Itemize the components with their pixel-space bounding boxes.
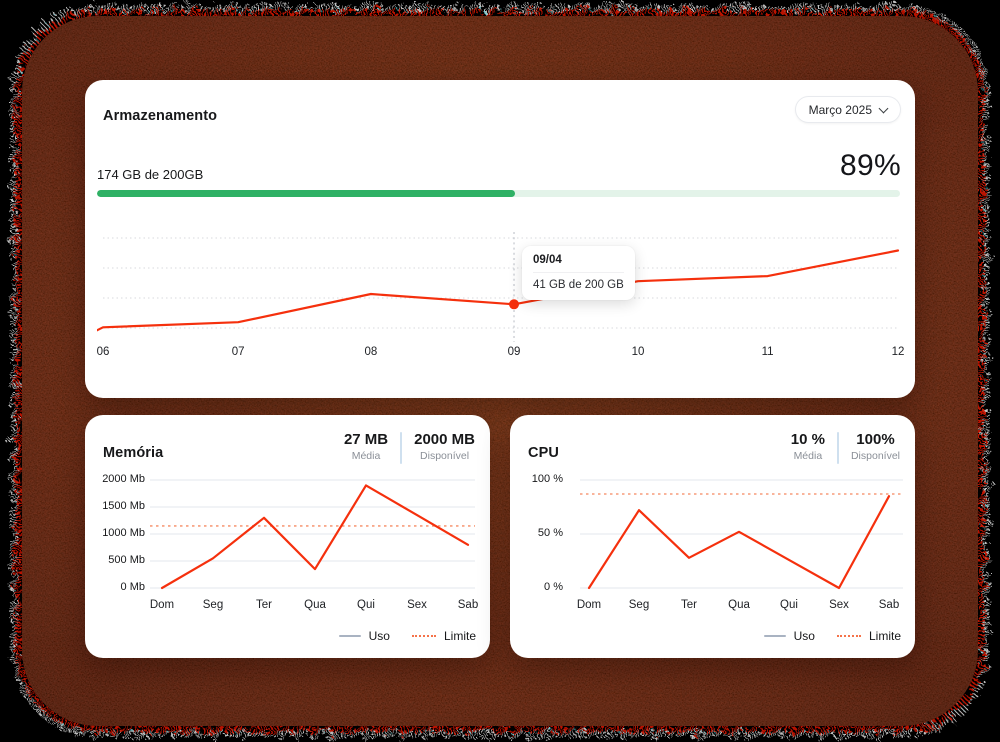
legend-limite-label: Limite xyxy=(868,629,901,643)
memory-card-title: Memória xyxy=(103,445,164,462)
storage-progress-fill xyxy=(97,190,515,197)
cpu-stats: 10 % Média 100% Disponível xyxy=(791,431,900,464)
x-tick-label: Sab xyxy=(878,599,900,611)
period-selector-label: Março 2025 xyxy=(808,102,872,117)
memory-disponivel-label: Disponível xyxy=(420,450,470,462)
x-tick-label: Seg xyxy=(202,599,224,611)
cpu-media-label: Média xyxy=(793,450,823,462)
chart-tooltip: 09/04 41 GB de 200 GB xyxy=(522,246,635,300)
stats-divider xyxy=(836,432,839,464)
x-tick-label: 11 xyxy=(761,346,774,358)
y-tick-label: 100 % xyxy=(531,473,563,485)
x-tick-label: Qua xyxy=(728,599,750,611)
x-tick-label: Qua xyxy=(304,599,326,611)
legend-uso-label: Uso xyxy=(368,629,390,643)
storage-usage-text: 174 GB de 200GB xyxy=(97,167,204,182)
legend-limite: Limite xyxy=(411,629,476,643)
x-tick-label: Ter xyxy=(256,599,272,611)
cpu-media-value: 10 % xyxy=(790,431,825,448)
x-tick-label: 09 xyxy=(507,346,521,358)
y-tick-label: 2000 Mb xyxy=(102,473,145,485)
y-tick-label: 1500 Mb xyxy=(102,500,145,512)
x-tick-label: Seg xyxy=(628,599,650,611)
memory-media-label: Média xyxy=(351,450,381,462)
limite-dotted-line-icon xyxy=(836,635,861,637)
uso-line-icon xyxy=(338,635,361,637)
x-tick-label: Dom xyxy=(576,599,602,611)
y-tick-label: 0 % xyxy=(544,581,563,593)
x-tick-label: 08 xyxy=(364,346,378,358)
cpu-disponivel-label: Disponível xyxy=(850,450,900,462)
y-tick-label: 50 % xyxy=(537,527,563,539)
y-tick-label: 0 Mb xyxy=(120,581,145,593)
memory-line-chart[interactable] xyxy=(85,415,490,658)
y-tick-label: 500 Mb xyxy=(108,554,145,566)
cpu-disponivel-stat: 100% Disponível xyxy=(851,431,900,462)
period-selector-button[interactable]: Março 2025 xyxy=(794,96,901,123)
storage-line-chart xyxy=(97,232,900,342)
memory-card: Memória 27 MB Média 2000 MB Disponível U… xyxy=(85,415,490,658)
y-tick-label: 1000 Mb xyxy=(102,527,145,539)
memory-media-stat: 27 MB Média xyxy=(344,431,388,462)
cpu-legend: Uso Limite xyxy=(763,629,901,643)
tooltip-date: 09/04 xyxy=(533,254,624,273)
x-tick-label: Qui xyxy=(780,599,798,611)
storage-card-title: Armazenamento xyxy=(103,107,218,124)
cpu-card: CPU 10 % Média 100% Disponível Uso Limit… xyxy=(510,415,915,658)
legend-limite-label: Limite xyxy=(443,629,476,643)
chevron-down-icon xyxy=(878,103,889,113)
storage-card: Armazenamento Março 2025 174 GB de 200GB… xyxy=(85,80,915,398)
storage-usage-percent: 89% xyxy=(840,149,901,182)
x-tick-label: Sex xyxy=(829,599,849,611)
storage-progress-bar xyxy=(97,190,900,197)
legend-uso: Uso xyxy=(763,629,815,643)
legend-limite: Limite xyxy=(836,629,901,643)
memory-disponivel-value: 2000 MB xyxy=(414,431,475,448)
x-tick-label: 12 xyxy=(891,346,905,358)
x-tick-label: 07 xyxy=(231,346,245,358)
x-tick-label: Sab xyxy=(457,599,479,611)
cpu-media-stat: 10 % Média xyxy=(791,431,825,462)
x-tick-label: 06 xyxy=(96,346,110,358)
x-tick-label: Sex xyxy=(407,599,427,611)
storage-chart[interactable]: 06 07 08 09 10 11 12 xyxy=(96,228,905,368)
tooltip-value: 41 GB de 200 GB xyxy=(533,279,624,291)
cpu-line-chart[interactable] xyxy=(510,415,915,658)
x-tick-label: Ter xyxy=(681,599,697,611)
x-tick-label: 10 xyxy=(631,346,645,358)
uso-line-icon xyxy=(763,635,786,637)
legend-uso-label: Uso xyxy=(793,629,815,643)
memory-media-value: 27 MB xyxy=(343,431,389,448)
memory-stats: 27 MB Média 2000 MB Disponível xyxy=(344,431,475,464)
x-tick-label: Qui xyxy=(357,599,375,611)
cpu-disponivel-value: 100% xyxy=(856,431,895,448)
legend-uso: Uso xyxy=(338,629,390,643)
cpu-card-title: CPU xyxy=(528,445,559,462)
memory-disponivel-stat: 2000 MB Disponível xyxy=(414,431,475,462)
stats-divider xyxy=(400,432,403,464)
x-tick-label: Dom xyxy=(149,599,175,611)
limite-dotted-line-icon xyxy=(411,635,436,637)
memory-legend: Uso Limite xyxy=(338,629,476,643)
